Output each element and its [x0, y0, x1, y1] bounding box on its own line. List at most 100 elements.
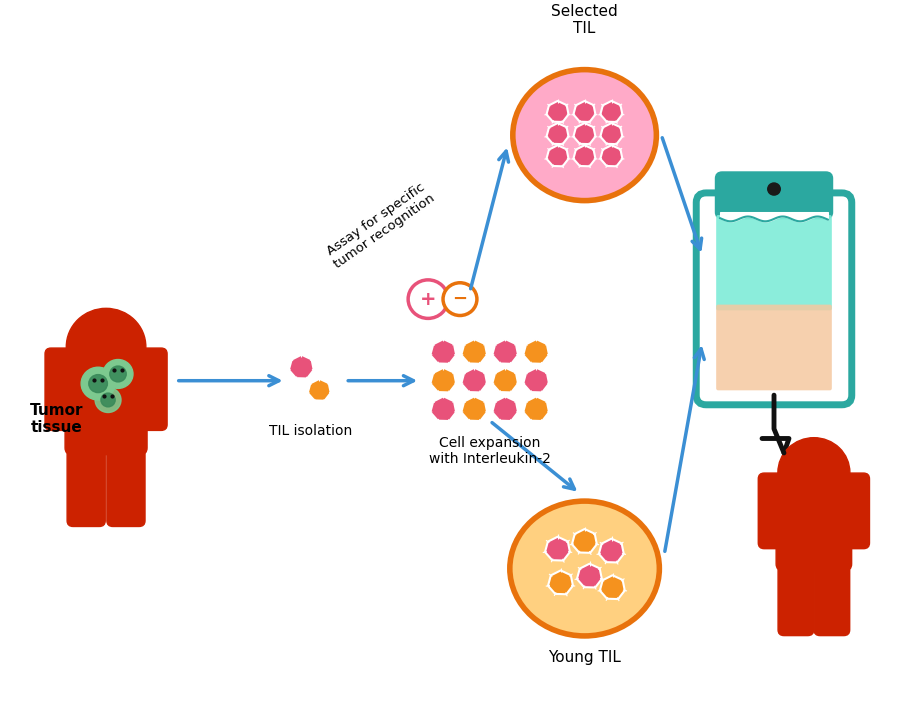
Polygon shape [600, 146, 621, 167]
Polygon shape [594, 114, 597, 115]
Polygon shape [605, 164, 607, 168]
Circle shape [110, 366, 126, 382]
Polygon shape [574, 126, 576, 128]
Polygon shape [596, 554, 600, 555]
Polygon shape [554, 592, 556, 596]
FancyBboxPatch shape [65, 350, 147, 455]
Polygon shape [290, 358, 293, 361]
Polygon shape [458, 383, 463, 384]
Polygon shape [467, 362, 469, 366]
Polygon shape [483, 342, 486, 345]
Polygon shape [492, 342, 496, 345]
Polygon shape [615, 143, 617, 146]
Polygon shape [483, 371, 486, 374]
Polygon shape [545, 585, 549, 586]
Polygon shape [428, 412, 432, 413]
Polygon shape [545, 342, 548, 345]
Polygon shape [573, 101, 594, 122]
Polygon shape [544, 114, 548, 115]
Polygon shape [540, 391, 543, 395]
Polygon shape [577, 567, 581, 570]
Polygon shape [467, 390, 469, 394]
Polygon shape [546, 146, 568, 167]
Text: −: − [452, 290, 467, 308]
Polygon shape [492, 368, 518, 392]
FancyBboxPatch shape [132, 348, 167, 430]
Polygon shape [573, 146, 594, 167]
Polygon shape [561, 165, 563, 168]
Text: Young TIL: Young TIL [548, 650, 621, 665]
Text: Assay for specific
tumor recognition: Assay for specific tumor recognition [323, 180, 437, 271]
Polygon shape [313, 399, 315, 403]
FancyBboxPatch shape [45, 348, 80, 430]
Polygon shape [547, 412, 551, 413]
Polygon shape [561, 120, 563, 124]
Polygon shape [578, 164, 580, 168]
Polygon shape [484, 383, 489, 384]
Polygon shape [620, 114, 623, 115]
Polygon shape [571, 136, 575, 137]
Polygon shape [327, 382, 330, 384]
Polygon shape [601, 104, 603, 106]
Polygon shape [458, 412, 463, 413]
Polygon shape [461, 368, 486, 392]
Polygon shape [311, 369, 316, 371]
Polygon shape [484, 412, 489, 413]
Polygon shape [572, 533, 575, 535]
Polygon shape [619, 104, 621, 106]
Polygon shape [601, 126, 603, 128]
Polygon shape [547, 104, 549, 106]
Circle shape [103, 360, 133, 388]
Text: Cell expansion
with Interleukin-2: Cell expansion with Interleukin-2 [428, 437, 550, 466]
Polygon shape [600, 578, 603, 581]
Polygon shape [547, 383, 551, 384]
Circle shape [443, 283, 476, 316]
Polygon shape [516, 412, 520, 413]
Polygon shape [448, 391, 450, 395]
Polygon shape [578, 120, 580, 124]
Polygon shape [540, 362, 543, 366]
Polygon shape [520, 383, 525, 384]
Polygon shape [448, 362, 450, 366]
Polygon shape [540, 419, 543, 423]
Polygon shape [547, 126, 549, 128]
Polygon shape [483, 400, 486, 403]
Polygon shape [622, 590, 626, 591]
Polygon shape [544, 136, 548, 137]
Circle shape [88, 374, 107, 392]
Polygon shape [592, 148, 594, 151]
Polygon shape [589, 551, 591, 555]
Polygon shape [547, 148, 549, 151]
Polygon shape [600, 123, 621, 144]
Polygon shape [574, 578, 578, 579]
Polygon shape [514, 371, 517, 374]
Polygon shape [514, 400, 517, 403]
Polygon shape [619, 148, 621, 151]
Polygon shape [510, 419, 511, 423]
Polygon shape [565, 592, 566, 597]
Polygon shape [524, 400, 527, 403]
Polygon shape [430, 368, 456, 392]
Polygon shape [600, 101, 621, 122]
Polygon shape [454, 383, 458, 384]
Circle shape [95, 387, 121, 413]
Polygon shape [548, 574, 552, 576]
Ellipse shape [510, 501, 658, 636]
Polygon shape [489, 412, 493, 413]
Polygon shape [461, 396, 486, 421]
Polygon shape [597, 590, 601, 591]
Polygon shape [599, 576, 624, 599]
Polygon shape [286, 369, 290, 371]
Polygon shape [524, 371, 527, 374]
Polygon shape [588, 120, 590, 124]
Polygon shape [462, 371, 465, 374]
Polygon shape [437, 390, 438, 394]
Circle shape [81, 367, 115, 400]
Circle shape [766, 182, 780, 195]
Polygon shape [588, 165, 590, 168]
Circle shape [66, 308, 146, 385]
Polygon shape [578, 143, 580, 146]
Polygon shape [431, 371, 434, 374]
Polygon shape [492, 371, 496, 374]
FancyBboxPatch shape [67, 439, 106, 526]
